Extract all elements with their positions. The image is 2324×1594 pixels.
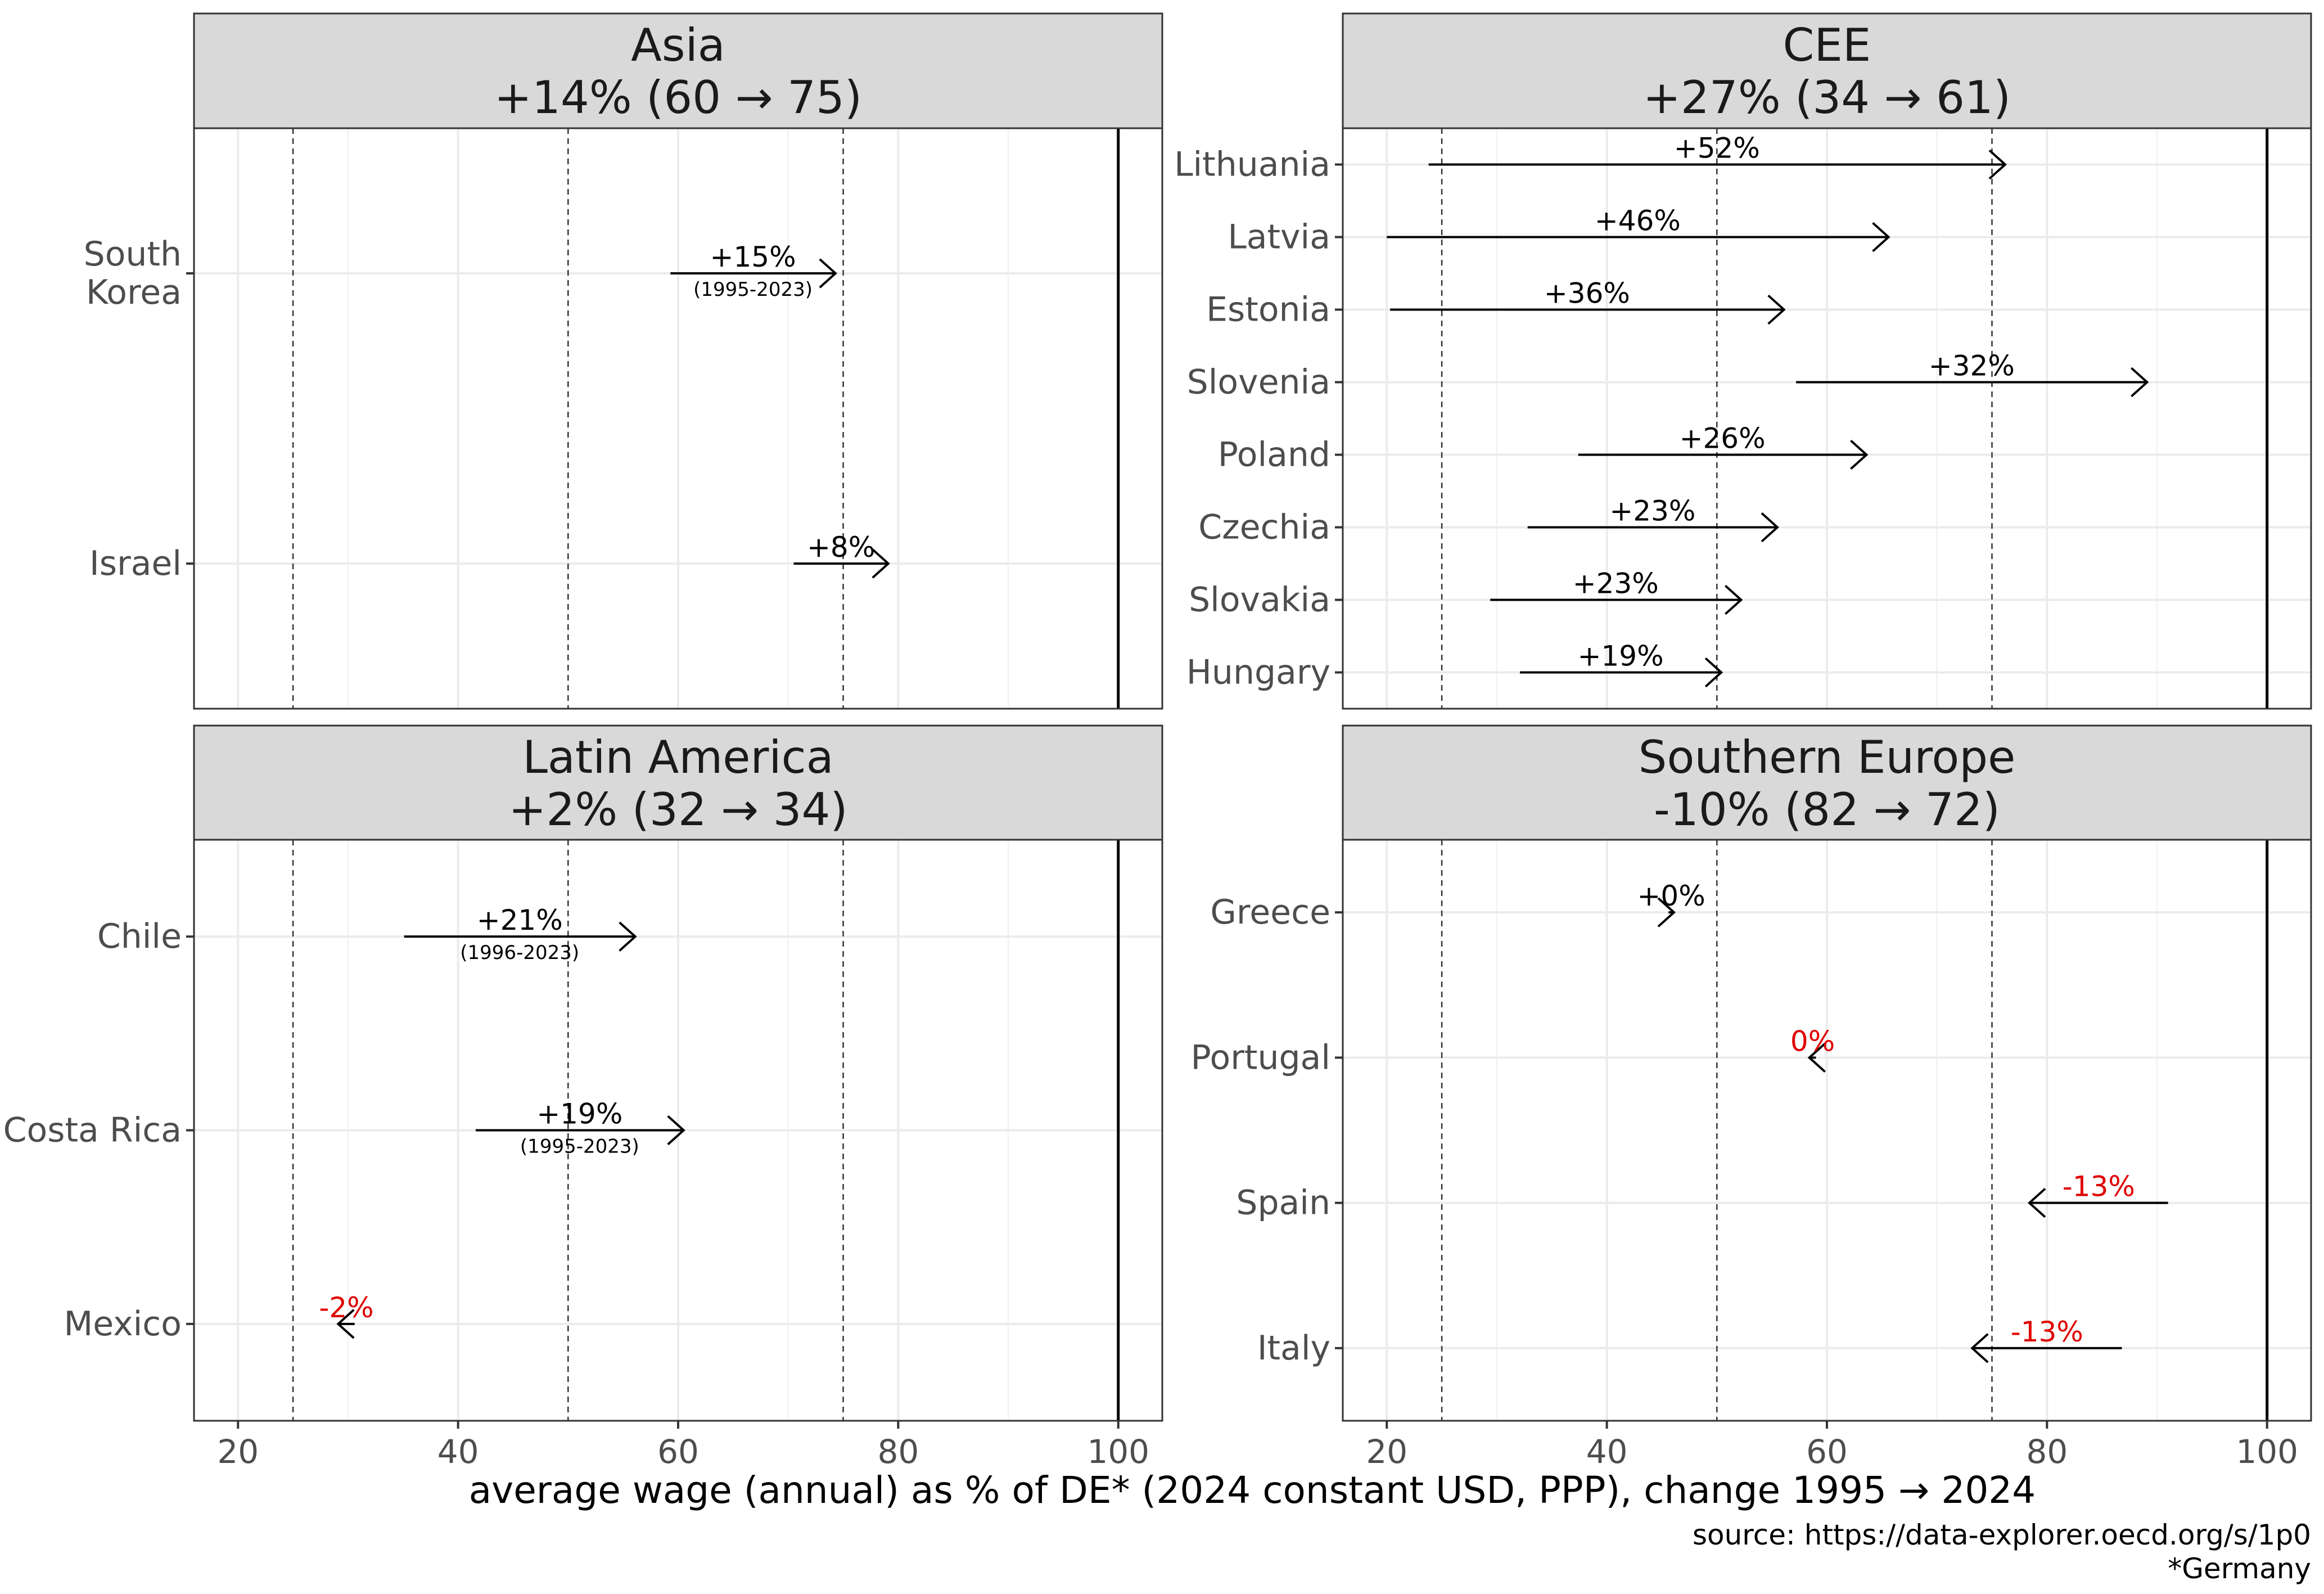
change-label: +46% [1595,205,1681,237]
x-tick-label: 80 [877,1433,919,1471]
arrow-head [1767,294,1786,325]
change-label: -2% [319,1291,373,1324]
change-label: +36% [1544,277,1630,310]
panel-border [1342,127,2312,710]
period-label: (1995-2023) [693,278,813,301]
arrow-head [1970,1333,1989,1363]
arrow-head [1761,512,1779,543]
category-label: Portugal [1191,1038,1331,1077]
arrow-head [1657,897,1676,927]
category-label: Slovakia [1189,580,1330,620]
panel-southern-europe: +0% Greece 0% Portugal -13% Spain -13% Italy Sou… [1191,724,2312,1471]
change-label: +0% [1637,880,1705,912]
x-tick-label: 60 [657,1433,699,1471]
change-label: +23% [1573,568,1659,600]
x-tick-label: 20 [217,1433,259,1471]
x-tick-label: 20 [1366,1433,1407,1471]
category-label: South [84,235,182,274]
x-tick-label: 40 [437,1433,479,1471]
x-tick-label: 100 [2236,1433,2298,1471]
facet-title: CEE [1783,19,1871,71]
category-label: Czechia [1198,508,1330,547]
panel-cee: +52% Lithuania +46% Latvia +36% Estonia +32% Sl… [1174,12,2312,710]
change-label: -13% [2063,1170,2135,1203]
x-axis-title: average wage (annual) as % of DE* (2024 … [469,1469,2036,1512]
category-label: Korea [86,273,182,312]
x-tick-label: 60 [1806,1433,1848,1471]
category-label: Israel [89,544,182,583]
category-label: Spain [1236,1183,1330,1223]
category-label: Lithuania [1174,145,1330,184]
change-label: +8% [807,531,875,564]
arrow-head [2028,1187,2046,1218]
x-tick-label: 80 [2026,1433,2068,1471]
panel-latam: +21% (1996-2023) Chile +19% (1995-2023) Costa… [3,724,1163,1471]
category-label: Chile [97,917,182,956]
category-label: Hungary [1186,653,1330,692]
source-caption: source: https://data-explorer.oecd.org/s… [1693,1519,2311,1551]
arrow-head [1725,584,1743,615]
x-tick-label: 100 [1087,1433,1149,1471]
category-label: Slovenia [1187,363,1330,402]
x-tick-label: 40 [1586,1433,1628,1471]
footnote: *Germany [2168,1552,2311,1585]
change-label: +52% [1674,132,1760,165]
change-label: +15% [710,241,796,273]
arrow-head [619,921,637,952]
category-label: Latvia [1228,218,1330,257]
arrow-head [819,258,837,289]
category-label: Mexico [64,1304,182,1344]
facet-summary: +14% (60 → 75) [494,71,862,124]
change-label: +19% [1578,640,1664,673]
change-label: +19% [536,1098,622,1131]
facet-title: Latin America [522,731,833,784]
arrow-head [2131,367,2149,398]
arrow-head [1988,149,2007,180]
category-label: Greece [1210,893,1330,932]
category-label: Italy [1257,1329,1330,1368]
facet-summary: -10% (82 → 72) [1654,784,2000,836]
change-label: +26% [1680,422,1766,455]
arrow-head [667,1115,685,1146]
arrow-head [336,1309,355,1339]
category-label: Costa Rica [3,1111,182,1150]
arrow-head [872,548,890,579]
category-label: Poland [1218,435,1330,475]
panel-border [193,127,1163,710]
change-label: +32% [1929,350,2015,382]
arrow-head [1704,657,1723,688]
facet-title: Asia [631,19,725,71]
arrow-head [1850,439,1869,470]
arrow-head [1807,1042,1826,1073]
facet-strip [193,12,1163,129]
period-label: (1996-2023) [460,942,579,964]
change-label: -13% [2011,1316,2083,1348]
facet-summary: +2% (32 → 34) [508,784,847,836]
arrow-head [1872,222,1890,253]
facet-strip [1342,12,2312,129]
facet-summary: +27% (34 → 61) [1643,71,2011,124]
category-label: Estonia [1206,290,1330,330]
change-label: +21% [477,904,563,936]
change-label: +23% [1609,495,1695,528]
change-label: 0% [1790,1025,1835,1057]
period-label: (1995-2023) [520,1136,639,1158]
facet-title: Southern Europe [1639,731,2016,784]
